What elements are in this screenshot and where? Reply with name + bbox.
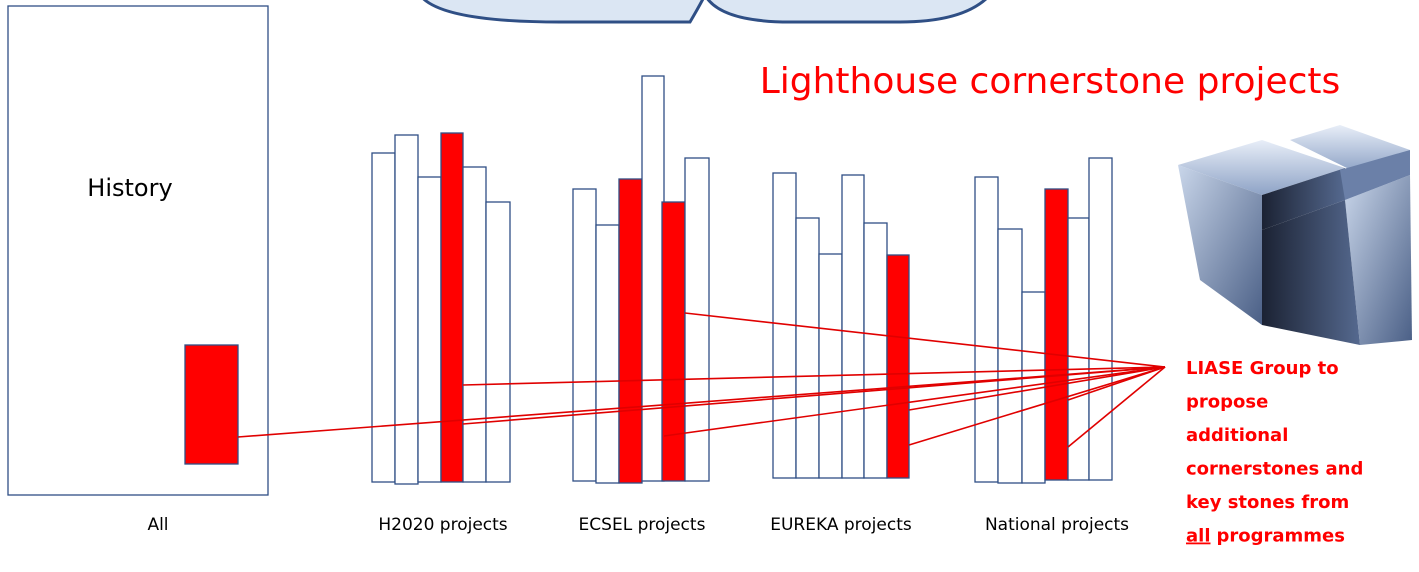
top-shape: [422, 0, 705, 24]
note-line: cornerstones and: [1186, 459, 1363, 480]
project-bar: [818, 253, 843, 479]
project-bar: [1067, 217, 1090, 481]
group-caption: National projects: [985, 515, 1129, 535]
link-line: [908, 366, 1166, 446]
note-line: LIASE Group to: [1186, 358, 1339, 379]
group-caption: ECSEL projects: [579, 515, 706, 535]
note-rest: programmes: [1217, 526, 1345, 547]
link-line: [684, 312, 1166, 368]
project-bar: [1088, 157, 1113, 481]
project-bar: [997, 228, 1023, 484]
project-bar: [572, 188, 597, 482]
highlight-bar: [886, 254, 910, 479]
project-bar: [641, 75, 665, 482]
group-caption: H2020 projects: [378, 515, 507, 535]
project-bar: [684, 157, 710, 482]
link-line: [237, 366, 1166, 438]
project-bar: [974, 176, 999, 483]
history-block: [184, 344, 239, 465]
link-line: [663, 366, 1166, 437]
heading: Lighthouse cornerstone projects: [760, 61, 1341, 102]
link-line: [462, 366, 1166, 386]
bar-groups: H2020 projects ECSEL projects EUREKA proje…: [371, 75, 1129, 535]
project-bar: [417, 176, 442, 483]
project-bar: [795, 217, 820, 479]
note-line: additional: [1186, 425, 1288, 446]
link-line: [1067, 366, 1166, 401]
history-caption: All: [147, 515, 168, 535]
cube-logo: [1178, 125, 1412, 345]
note-line: propose: [1186, 392, 1268, 413]
liase-note: LIASE Group to propose additional cornersto…: [1186, 358, 1363, 547]
highlight-bar: [1044, 188, 1069, 481]
history-label: History: [87, 174, 172, 202]
note-underlined: all: [1186, 526, 1211, 547]
link-line: [462, 366, 1166, 425]
project-bar: [394, 134, 419, 485]
links: [237, 312, 1166, 448]
project-bar: [841, 174, 865, 479]
project-bar: [485, 201, 511, 483]
link-line: [908, 366, 1166, 411]
note-line: key stones from: [1186, 492, 1349, 513]
project-bar: [863, 222, 888, 479]
group-caption: EUREKA projects: [770, 515, 912, 535]
project-bar: [462, 166, 487, 483]
top-shape: [706, 0, 987, 24]
highlight-bar: [440, 132, 464, 483]
project-bar: [371, 152, 396, 483]
project-bar: [595, 224, 620, 484]
highlight-bar: [661, 201, 686, 482]
link-line: [1067, 366, 1166, 448]
highlight-bar: [618, 178, 643, 484]
